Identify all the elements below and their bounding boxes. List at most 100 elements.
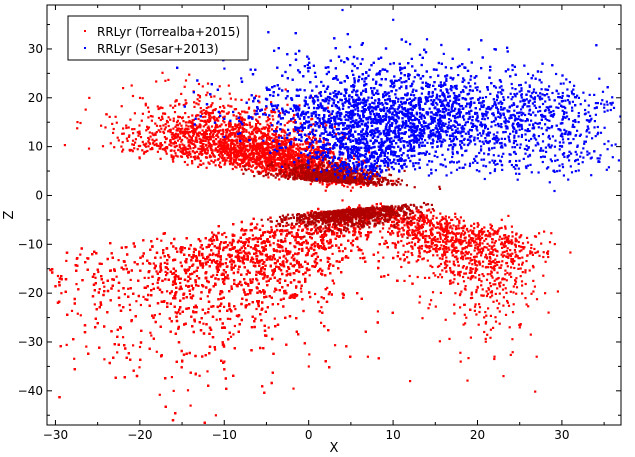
data-point [188,293,192,296]
data-point [278,250,281,253]
data-point [230,266,233,269]
data-point [331,279,334,282]
data-point [285,224,288,227]
data-point [335,227,339,230]
data-point [326,260,330,263]
data-point [229,260,232,263]
data-point [272,352,275,355]
data-point [351,239,355,242]
data-point [335,260,338,263]
data-point [172,272,176,275]
data-point [263,246,266,249]
data-point [200,244,203,247]
data-point [262,249,265,252]
data-point [86,268,89,271]
data-point [258,228,262,231]
data-point [322,297,325,300]
data-point [217,250,220,253]
data-point [340,243,343,246]
data-point [301,249,304,252]
data-point [189,296,193,299]
data-point [334,344,337,347]
data-point [199,329,203,332]
data-point [284,250,287,253]
data-point [295,330,298,333]
data-point [269,244,272,247]
data-point [242,241,245,244]
data-point [151,245,154,248]
data-point [210,261,213,264]
data-point [311,265,314,268]
data-point [117,296,121,299]
data-point [269,255,272,258]
data-point [292,272,295,275]
data-point [361,252,364,255]
data-point [273,268,276,271]
data-point [177,275,180,278]
data-point [224,271,227,274]
data-point [209,328,213,331]
data-point [314,258,318,261]
data-point [191,272,194,275]
data-point [100,275,103,278]
data-point [199,264,202,267]
data-point [170,320,173,323]
data-point [254,317,257,320]
data-point [83,331,87,334]
data-point [147,293,150,297]
data-point [180,366,183,369]
data-point [221,262,224,266]
data-point [185,284,188,287]
data-point [216,266,219,269]
data-point [222,246,225,249]
data-point [221,322,224,325]
data-point [314,292,317,296]
data-point [313,248,316,252]
data-point [173,237,176,241]
data-point [185,296,188,299]
data-point [297,252,300,255]
data-point [93,303,96,306]
data-point [226,317,229,320]
data-point [207,300,211,303]
data-point [254,265,257,268]
data-point [317,207,320,211]
data-point [244,247,247,250]
data-point [314,264,317,267]
data-point [204,354,207,357]
data-point [93,250,96,253]
data-point [238,265,241,268]
data-point [254,262,257,265]
data-point [287,267,291,270]
data-point [208,291,211,294]
data-point [199,297,202,300]
data-point [208,258,211,261]
data-point [272,248,275,251]
data-point [265,253,268,256]
data-point [270,258,273,261]
data-point [277,239,280,242]
data-point [212,305,215,308]
data-point [231,241,234,244]
data-point [276,260,279,263]
data-point [329,246,332,249]
data-point [158,393,161,396]
data-point [169,302,172,305]
data-point [279,269,283,272]
data-point [132,242,135,245]
data-point [183,253,186,256]
data-point [396,255,399,258]
data-point [329,238,332,242]
data-point [127,295,130,298]
data-point [282,297,285,300]
data-point [377,357,380,360]
data-point [125,267,128,271]
data-point [348,231,351,234]
data-point [289,281,293,284]
data-point [299,263,302,266]
data-point [425,214,428,217]
data-point [207,311,210,314]
data-point [202,322,205,325]
data-point [251,301,254,304]
data-point [256,223,259,226]
